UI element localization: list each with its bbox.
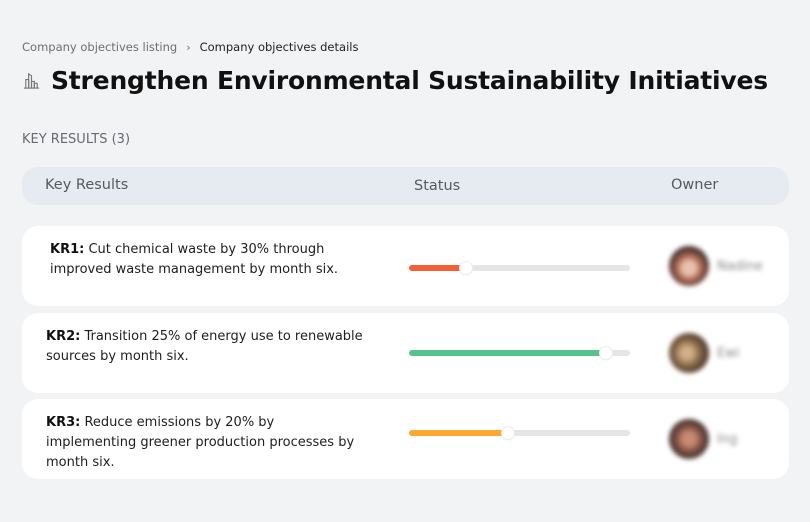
key-results-table-header: Key Results Status Owner — [22, 167, 789, 205]
key-results-count-label: KEY RESULTS (3) — [22, 132, 131, 147]
progress-fill — [409, 265, 467, 271]
status-progress-bar[interactable] — [409, 347, 630, 359]
key-result-description: KR3: Reduce emissions by 20% by implemen… — [46, 413, 366, 473]
avatar[interactable] — [669, 333, 709, 373]
owner-name: Ewi — [717, 345, 740, 361]
objective-header: Strengthen Environmental Sustainability … — [22, 66, 768, 95]
owner-name: Ing — [717, 431, 738, 447]
key-result-id: KR1: — [50, 242, 85, 257]
key-result-description: KR1: Cut chemical waste by 30% through i… — [50, 240, 370, 280]
column-header-status: Status — [414, 178, 461, 194]
key-result-text: Transition 25% of energy use to renewabl… — [46, 329, 363, 364]
key-result-text: Cut chemical waste by 30% through improv… — [50, 242, 339, 277]
breadcrumb-current-objectives-details: Company objectives details — [199, 40, 359, 54]
building-icon — [23, 72, 40, 89]
status-progress-bar[interactable] — [409, 427, 630, 439]
progress-fill — [409, 350, 606, 356]
key-result-row[interactable]: KR3: Reduce emissions by 20% by implemen… — [22, 399, 789, 479]
key-result-row[interactable]: KR2: Transition 25% of energy use to ren… — [22, 313, 789, 393]
progress-fill — [409, 430, 509, 436]
page-title: Strengthen Environmental Sustainability … — [51, 66, 768, 95]
column-header-key-results: Key Results — [45, 177, 129, 193]
key-result-id: KR3: — [46, 415, 81, 430]
owner-name: Nadine — [717, 258, 763, 274]
avatar[interactable] — [669, 246, 709, 286]
progress-handle[interactable] — [502, 427, 515, 439]
owner-cell[interactable]: Ewi — [669, 333, 739, 373]
breadcrumb: Company objectives listing › Company obj… — [22, 40, 358, 54]
avatar[interactable] — [669, 419, 709, 459]
owner-cell[interactable]: Ing — [669, 419, 737, 459]
key-result-id: KR2: — [46, 329, 81, 344]
key-result-description: KR2: Transition 25% of energy use to ren… — [46, 327, 366, 367]
owner-cell[interactable]: Nadine — [669, 246, 763, 286]
progress-handle[interactable] — [599, 347, 612, 359]
status-progress-bar[interactable] — [409, 262, 630, 274]
breadcrumb-separator-icon: › — [186, 40, 191, 54]
key-result-text: Reduce emissions by 20% by implementing … — [46, 415, 355, 470]
column-header-owner: Owner — [671, 177, 719, 193]
breadcrumb-link-objectives-listing[interactable]: Company objectives listing — [22, 40, 178, 54]
key-result-row[interactable]: KR1: Cut chemical waste by 30% through i… — [22, 226, 789, 306]
progress-handle[interactable] — [460, 262, 473, 274]
